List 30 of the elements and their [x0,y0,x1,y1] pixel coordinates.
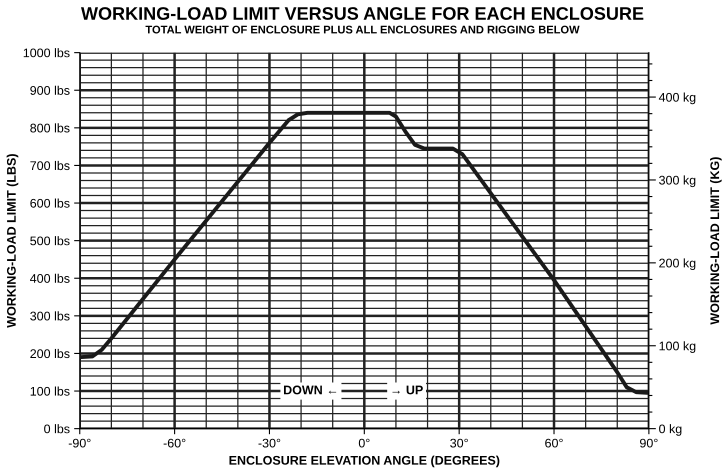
y-tick-label: 1000 lbs [24,48,70,58]
y-tick-label: 600 lbs [30,198,70,208]
x-tick-label: -30° [258,438,280,448]
x-tick-label: -60° [164,438,186,448]
y-tick-label: 800 lbs [30,123,70,132]
y2-tick-label: 0 kg [659,424,682,436]
y2-tick-label: 200 kg [659,258,696,270]
y-tick-label: 300 lbs [30,311,70,320]
x-tick-label: 60° [545,438,563,448]
y2-tick-label: 400 kg [658,92,696,104]
y-tick-label: 0 lbs [44,424,70,434]
chart-subtitle: TOTAL WEIGHT OF ENCLOSURE PLUS ALL ENCLOSURES AND RIGGING BELOW [146,26,580,34]
y-tick-label: 900 lbs [30,86,70,95]
annotation: DOWN ← [284,386,336,394]
x-tick-label: 30° [450,438,468,448]
y2-axis-title: WORKING-LOAD LIMIT (KG) [710,157,722,325]
x-tick-label: -90° [68,438,91,448]
chart-title: WORKING-LOAD LIMIT VERSUS ANGLE FOR EACH ENCLOSURE [80,7,644,20]
annotation: → UP [392,386,423,394]
y-axis-title: WORKING-LOAD LIMIT (LBS) [6,154,18,328]
y-tick-label: 400 lbs [30,274,70,283]
y2-tick-label: 300 kg [659,175,696,188]
y2-tick-label: 100 kg [660,341,696,353]
y-tick-label: 200 lbs [30,348,70,358]
y-tick-label: 100 lbs [30,386,70,396]
y-tick-label: 700 lbs [30,160,70,170]
x-tick-label: 0° [358,438,370,448]
x-tick-label: 90° [640,438,658,448]
y-tick-label: 500 lbs [30,236,70,246]
x-axis-title: ENCLOSURE ELEVATION ANGLE (DEGREES) [229,456,500,468]
